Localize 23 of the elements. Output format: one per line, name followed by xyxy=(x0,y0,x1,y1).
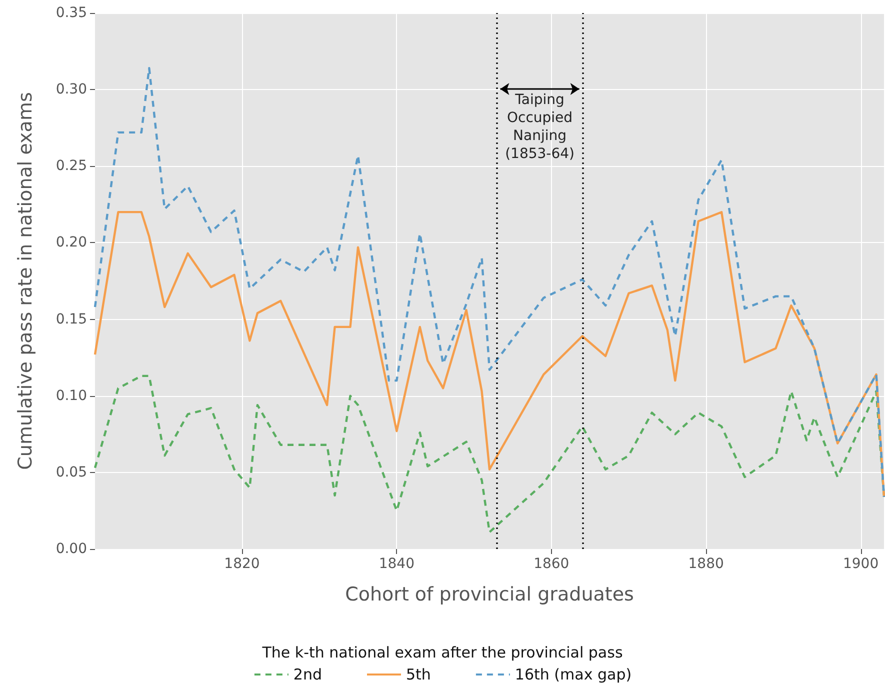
legend-title: The k-th national exam after the provincial pass xyxy=(261,644,623,662)
annotation: Taiping Occupied Nanjing (1853-64) xyxy=(505,92,574,162)
y-tick-label: 0.35 xyxy=(56,5,87,21)
y-tick-label: 0.05 xyxy=(56,464,87,480)
x-tick-label: 1900 xyxy=(842,556,879,572)
legend-label: 5th xyxy=(406,666,431,684)
line-series xyxy=(94,67,885,498)
y-tick-label: 0.10 xyxy=(56,388,87,404)
x-axis-title: Cohort of provincial graduates xyxy=(345,584,634,606)
legend-label: 2nd xyxy=(293,666,322,684)
x-tick-label: 1820 xyxy=(224,556,260,572)
line-series xyxy=(94,210,885,498)
x-tick-label: 1840 xyxy=(378,556,414,572)
y-tick-label: 0.15 xyxy=(56,311,87,328)
y-tick-label: 0.20 xyxy=(56,234,87,251)
y-tick-label: 0.25 xyxy=(56,158,87,174)
y-tick-label: 0.30 xyxy=(56,82,87,98)
legend-label: 16th (max gap) xyxy=(514,666,632,684)
x-tick-label: 1880 xyxy=(688,556,724,572)
x-tick-label: 1860 xyxy=(534,556,570,572)
y-axis-title: Cumulative pass rate in national exams xyxy=(14,92,36,470)
line-series xyxy=(94,374,885,534)
y-tick-label: 0.00 xyxy=(56,541,87,557)
